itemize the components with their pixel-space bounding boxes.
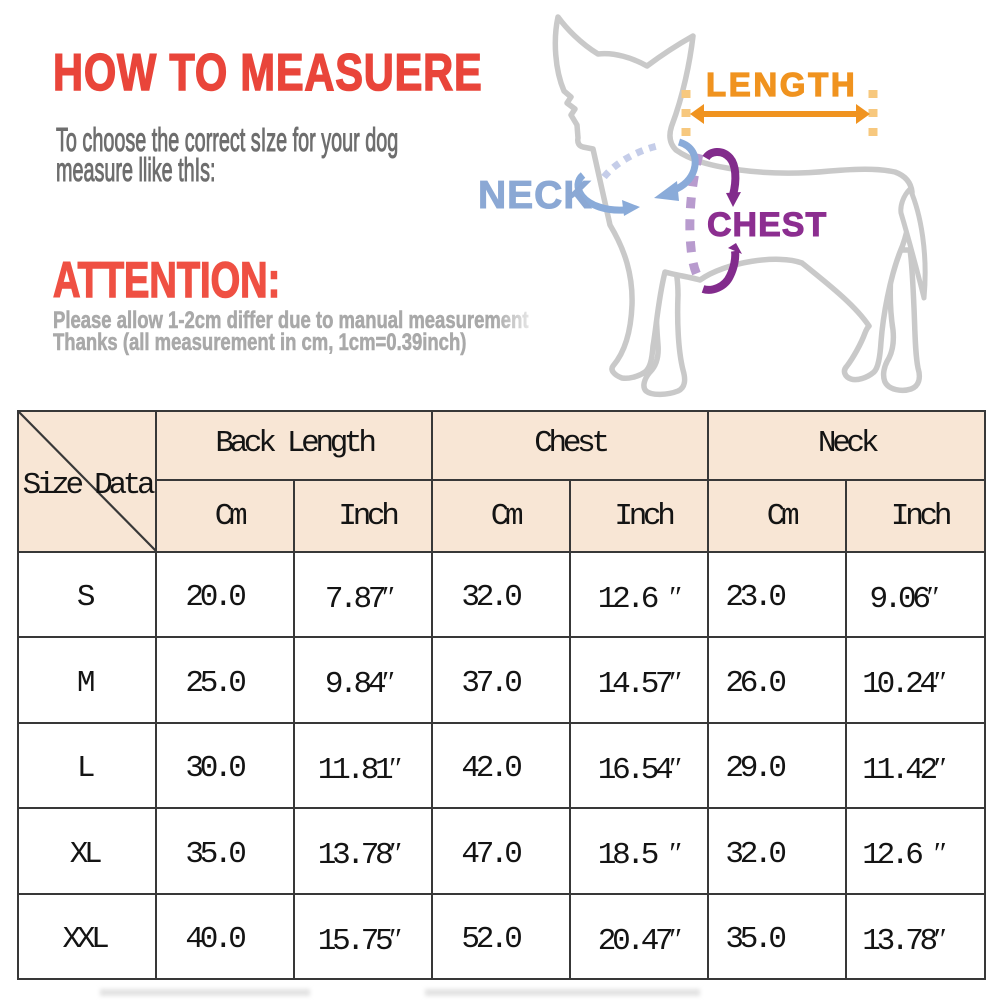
svg-text:LENGTH: LENGTH <box>706 66 857 103</box>
svg-text:CHEST: CHEST <box>707 206 827 244</box>
svg-text:NECK: NECK <box>478 174 593 217</box>
